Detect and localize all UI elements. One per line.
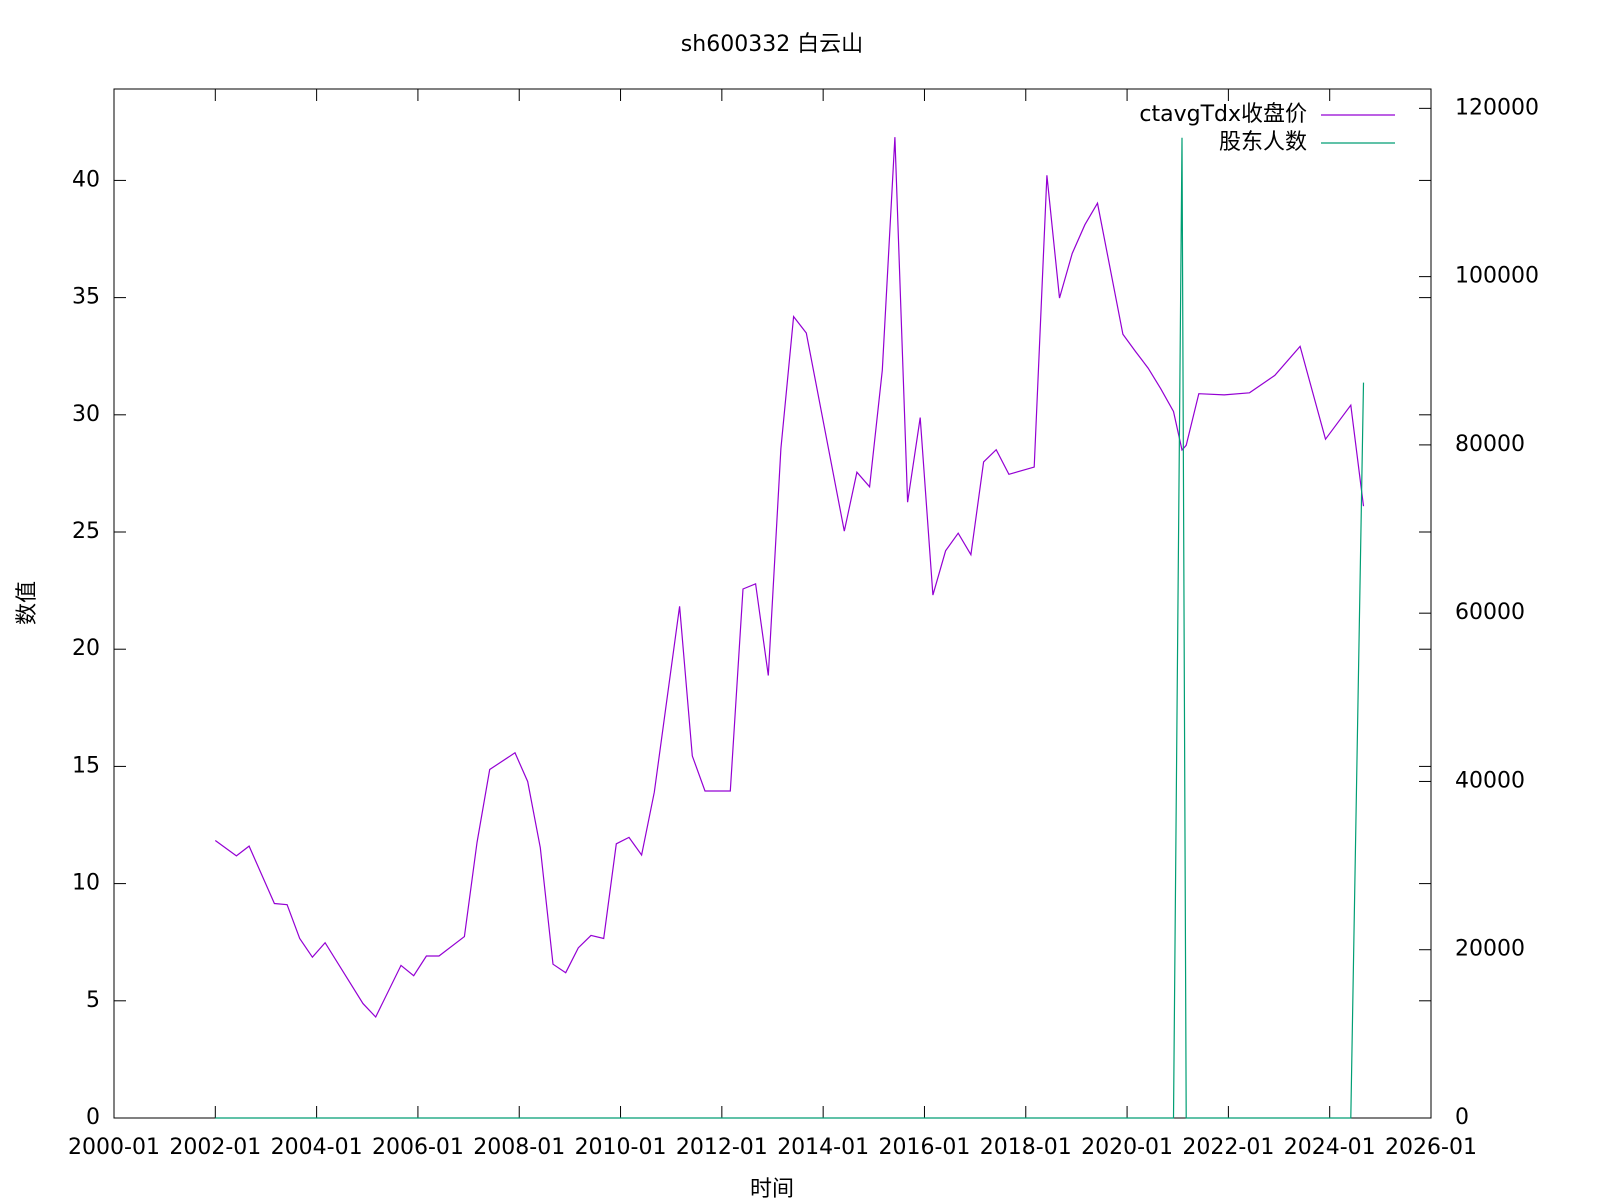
x-tick-label: 2010-01 [575, 1135, 667, 1160]
x-tick-label: 2024-01 [1284, 1135, 1376, 1160]
x-tick-label: 2004-01 [271, 1135, 363, 1160]
y-axis-label: 数值 [15, 581, 40, 625]
x-tick-label: 2002-01 [169, 1135, 261, 1160]
y2-tick-label: 20000 [1455, 937, 1525, 962]
chart-title: sh600332 白云山 [681, 32, 863, 57]
x-tick-label: 2022-01 [1182, 1135, 1274, 1160]
series-line [214, 137, 1365, 1019]
x-tick-label: 2020-01 [1081, 1135, 1173, 1160]
x-tick-label: 2008-01 [473, 1135, 565, 1160]
y2-tick-label: 80000 [1455, 432, 1525, 457]
y-tick-label: 15 [72, 753, 100, 778]
x-tick-label: 2026-01 [1385, 1135, 1477, 1160]
legend-label: ctavgTdx收盘价 [1139, 102, 1307, 127]
y2-tick-label: 0 [1455, 1105, 1469, 1130]
y2-tick-label: 100000 [1455, 264, 1539, 289]
series-line [215, 137, 1365, 1119]
y2-tick-label: 120000 [1455, 95, 1539, 120]
y-tick-label: 40 [72, 167, 100, 192]
y-tick-label: 0 [86, 1105, 100, 1130]
y-tick-label: 25 [72, 519, 100, 544]
y-tick-label: 35 [72, 285, 100, 310]
y-tick-label: 10 [72, 871, 100, 896]
y-tick-label: 5 [86, 988, 100, 1013]
x-tick-label: 2016-01 [879, 1135, 971, 1160]
x-tick-label: 2012-01 [676, 1135, 768, 1160]
y-tick-label: 20 [72, 636, 100, 661]
x-tick-label: 2000-01 [68, 1135, 160, 1160]
y2-tick-label: 40000 [1455, 768, 1525, 793]
x-tick-label: 2006-01 [372, 1135, 464, 1160]
x-tick-label: 2018-01 [980, 1135, 1072, 1160]
y-tick-label: 30 [72, 402, 100, 427]
legend-label: 股东人数 [1219, 130, 1307, 155]
x-axis-label: 时间 [750, 1177, 794, 1200]
x-tick-label: 2014-01 [777, 1135, 869, 1160]
y2-tick-label: 60000 [1455, 600, 1525, 625]
